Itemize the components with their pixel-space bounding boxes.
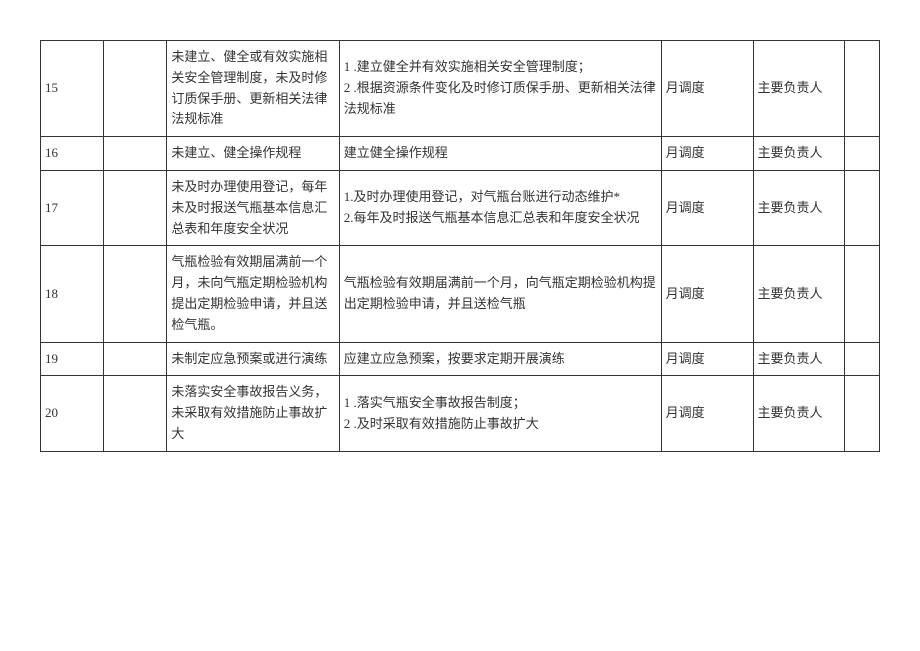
cell-action: 1.及时办理使用登记，对气瓶台账进行动态维护* 2.每年及时报送气瓶基本信息汇总… bbox=[339, 170, 661, 245]
cell-last bbox=[845, 170, 880, 245]
cell-num: 17 bbox=[41, 170, 104, 245]
cell-owner: 主要负责人 bbox=[753, 376, 845, 451]
cell-owner: 主要负责人 bbox=[753, 41, 845, 137]
cell-action: 气瓶检验有效期届满前一个月，向气瓶定期检验机构提出定期检验申请，并且送检气瓶 bbox=[339, 246, 661, 342]
cell-blank bbox=[104, 246, 167, 342]
cell-issue: 未建立、健全操作规程 bbox=[167, 137, 339, 171]
cell-action: 1 .落实气瓶安全事故报告制度； 2 .及时采取有效措施防止事故扩大 bbox=[339, 376, 661, 451]
cell-num: 16 bbox=[41, 137, 104, 171]
cell-last bbox=[845, 246, 880, 342]
cell-num: 18 bbox=[41, 246, 104, 342]
cell-cycle: 月调度 bbox=[661, 137, 753, 171]
cell-last bbox=[845, 342, 880, 376]
cell-blank bbox=[104, 342, 167, 376]
table-row: 20 未落实安全事故报告义务，未采取有效措施防止事故扩大 1 .落实气瓶安全事故… bbox=[41, 376, 880, 451]
cell-last bbox=[845, 376, 880, 451]
cell-cycle: 月调度 bbox=[661, 246, 753, 342]
cell-issue: 未落实安全事故报告义务，未采取有效措施防止事故扩大 bbox=[167, 376, 339, 451]
cell-num: 19 bbox=[41, 342, 104, 376]
cell-blank bbox=[104, 41, 167, 137]
cell-owner: 主要负责人 bbox=[753, 246, 845, 342]
table-row: 17 未及时办理使用登记，每年未及时报送气瓶基本信息汇总表和年度安全状况 1.及… bbox=[41, 170, 880, 245]
cell-action: 1 .建立健全并有效实施相关安全管理制度； 2 .根据资源条件变化及时修订质保手… bbox=[339, 41, 661, 137]
cell-num: 15 bbox=[41, 41, 104, 137]
cell-owner: 主要负责人 bbox=[753, 342, 845, 376]
cell-owner: 主要负责人 bbox=[753, 137, 845, 171]
table-row: 15 未建立、健全或有效实施相关安全管理制度，未及时修订质保手册、更新相关法律法… bbox=[41, 41, 880, 137]
cell-cycle: 月调度 bbox=[661, 342, 753, 376]
cell-issue: 未及时办理使用登记，每年未及时报送气瓶基本信息汇总表和年度安全状况 bbox=[167, 170, 339, 245]
cell-action: 应建立应急预案，按要求定期开展演练 bbox=[339, 342, 661, 376]
cell-owner: 主要负责人 bbox=[753, 170, 845, 245]
cell-num: 20 bbox=[41, 376, 104, 451]
cell-action: 建立健全操作规程 bbox=[339, 137, 661, 171]
cell-issue: 未建立、健全或有效实施相关安全管理制度，未及时修订质保手册、更新相关法律法规标准 bbox=[167, 41, 339, 137]
cell-blank bbox=[104, 170, 167, 245]
cell-last bbox=[845, 137, 880, 171]
cell-blank bbox=[104, 137, 167, 171]
cell-cycle: 月调度 bbox=[661, 41, 753, 137]
table-row: 19 未制定应急预案或进行演练 应建立应急预案，按要求定期开展演练 月调度 主要… bbox=[41, 342, 880, 376]
cell-last bbox=[845, 41, 880, 137]
cell-cycle: 月调度 bbox=[661, 170, 753, 245]
cell-issue: 未制定应急预案或进行演练 bbox=[167, 342, 339, 376]
cell-issue: 气瓶检验有效期届满前一个月，未向气瓶定期检验机构提出定期检验申请，并且送检气瓶。 bbox=[167, 246, 339, 342]
cell-blank bbox=[104, 376, 167, 451]
cell-cycle: 月调度 bbox=[661, 376, 753, 451]
table-row: 16 未建立、健全操作规程 建立健全操作规程 月调度 主要负责人 bbox=[41, 137, 880, 171]
table-body: 15 未建立、健全或有效实施相关安全管理制度，未及时修订质保手册、更新相关法律法… bbox=[41, 41, 880, 452]
table-row: 18 气瓶检验有效期届满前一个月，未向气瓶定期检验机构提出定期检验申请，并且送检… bbox=[41, 246, 880, 342]
regulation-table: 15 未建立、健全或有效实施相关安全管理制度，未及时修订质保手册、更新相关法律法… bbox=[40, 40, 880, 452]
